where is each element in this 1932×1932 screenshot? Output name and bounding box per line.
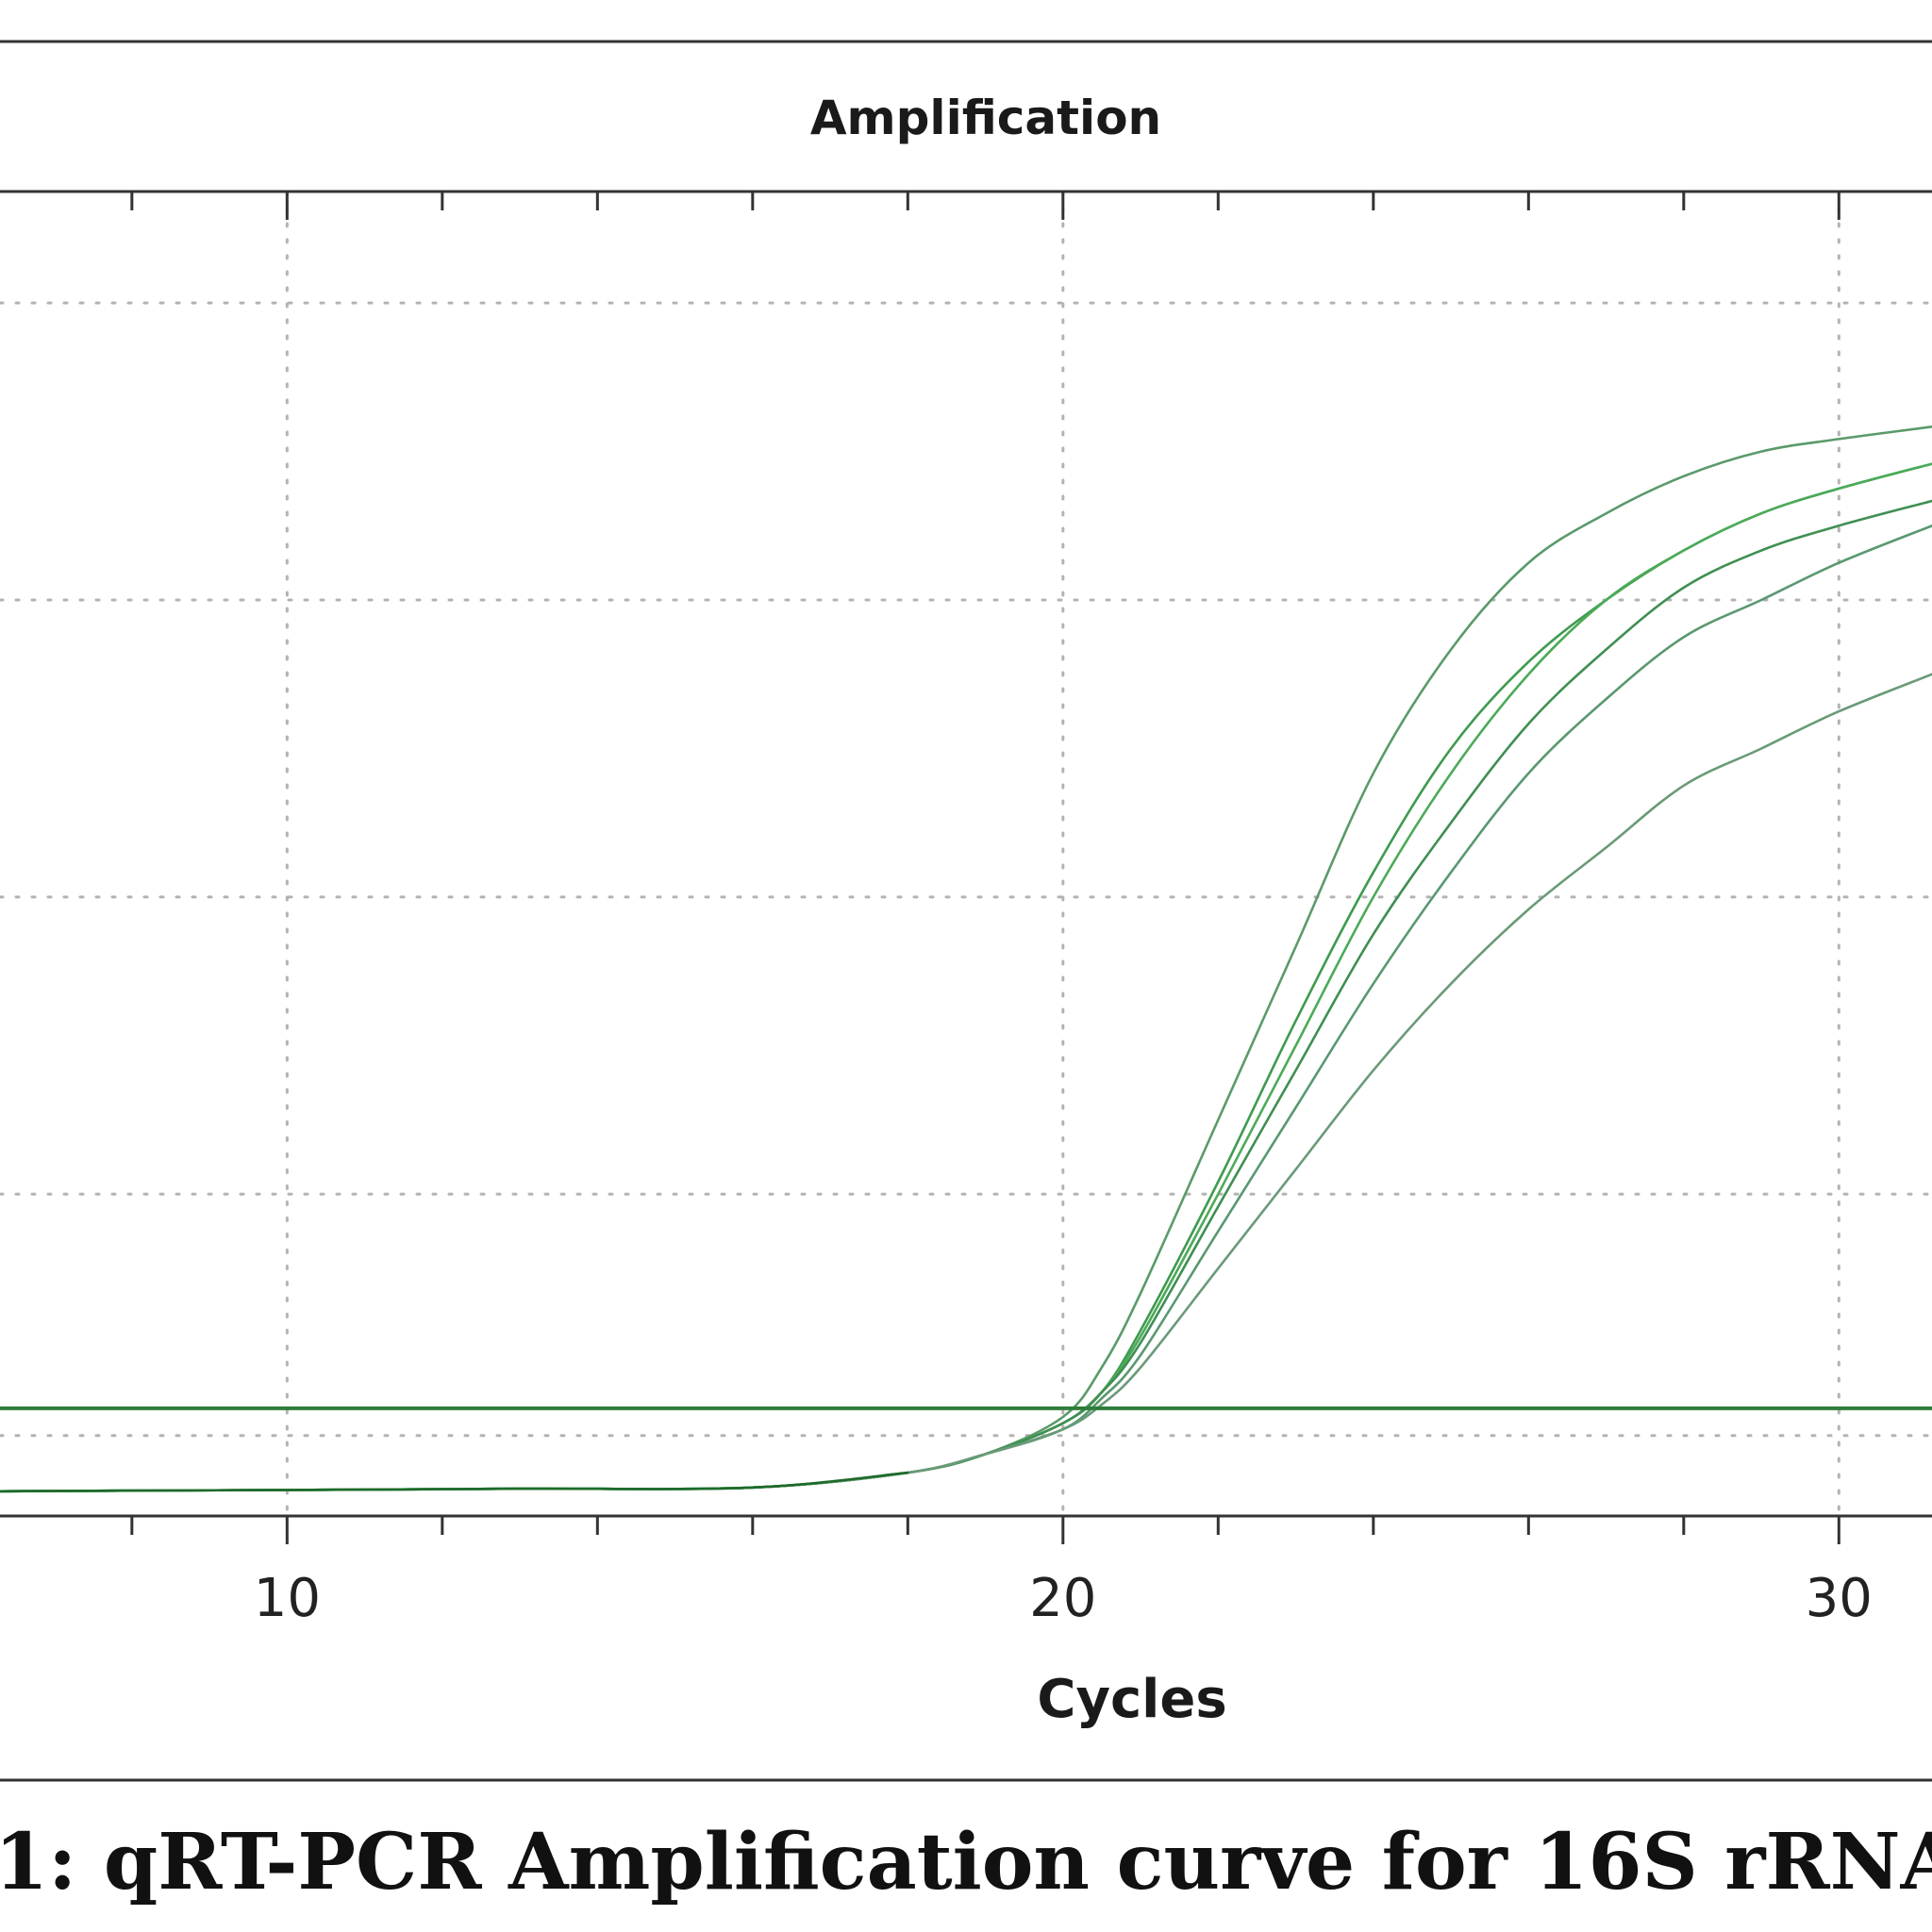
amplification-curve-6 <box>0 673 1932 1493</box>
amplification-curve-1 <box>0 425 1932 1493</box>
figure-caption: 1: qRT-PCR Amplification curve for 16S r… <box>0 1817 1932 1907</box>
amplification-curves <box>0 425 1932 1493</box>
x-tick-label-10: 10 <box>254 1568 321 1629</box>
plot-frame <box>0 190 1932 1518</box>
curve-baseline-overlap <box>0 1471 909 1493</box>
axis-ticks <box>130 192 1840 1544</box>
amplification-curve-4 <box>0 499 1932 1493</box>
x-tick-label-30: 30 <box>1806 1568 1873 1629</box>
chart-title: Amplification <box>810 91 1161 145</box>
title-box: Amplification <box>0 40 1932 145</box>
x-tick-labels: 10 20 30 <box>254 1568 1873 1629</box>
x-axis-label: Cycles <box>1037 1669 1226 1730</box>
x-tick-label-20: 20 <box>1029 1568 1096 1629</box>
amplification-curve-5 <box>0 525 1932 1493</box>
grid-lines <box>0 190 1932 1518</box>
